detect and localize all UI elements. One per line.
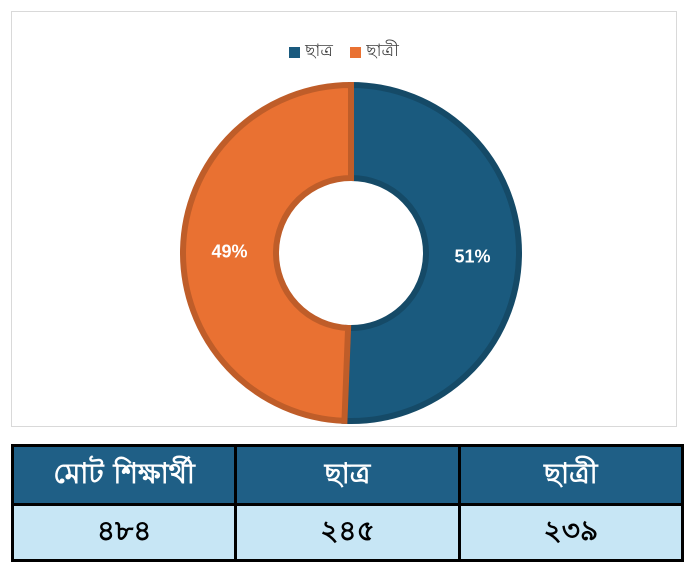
legend-swatch-girls: [350, 46, 362, 58]
summary-table: মোট শিক্ষার্থী ছাত্র ছাত্রী ৪৮৪ ২৪৫ ২৩৯: [10, 444, 685, 562]
value-girls: ২৩৯: [457, 503, 685, 562]
donut-chart: 51% 49%: [180, 81, 522, 424]
chart-legend: ছাত্র ছাত্রী: [12, 38, 676, 66]
header-total-students: মোট শিক্ষার্থী: [10, 444, 238, 506]
header-boys: ছাত্র: [234, 444, 461, 506]
value-boys: ২৪৫: [234, 503, 461, 562]
table-header-row: মোট শিক্ষার্থী ছাত্র ছাত্রী: [10, 444, 685, 506]
header-girls: ছাত্রী: [457, 444, 685, 506]
donut-slice-girls: [180, 81, 354, 424]
data-label-boys: 51%: [454, 246, 490, 266]
legend-item-girls: ছাত্রী: [350, 38, 399, 66]
table-value-row: ৪৮৪ ২৪৫ ২৩৯: [10, 503, 685, 562]
chart-area: ছাত্র ছাত্রী 51% 49%: [11, 11, 677, 427]
donut-slice-boys: [341, 81, 522, 424]
legend-label-girls: ছাত্রী: [366, 41, 399, 61]
data-label-girls: 49%: [212, 242, 248, 262]
value-total-students: ৪৮৪: [10, 503, 238, 562]
legend-swatch-boys: [289, 46, 301, 58]
legend-item-boys: ছাত্র: [289, 38, 333, 66]
legend-label-boys: ছাত্র: [305, 41, 333, 61]
